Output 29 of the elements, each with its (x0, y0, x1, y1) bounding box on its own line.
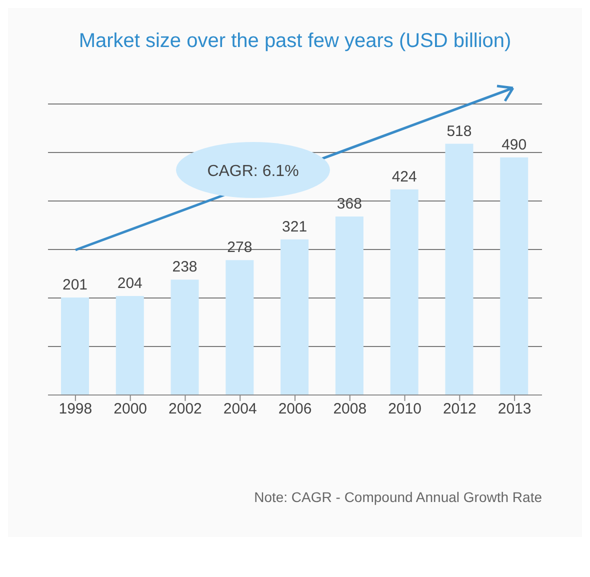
x-tick-label: 2002 (168, 400, 202, 418)
x-tick-label: 2000 (114, 400, 148, 418)
x-tick-label: 2010 (388, 400, 422, 418)
x-tick-label: 1998 (58, 400, 92, 418)
bar (280, 239, 309, 395)
bar (335, 216, 364, 395)
bar (500, 157, 528, 395)
data-label: 321 (282, 218, 308, 236)
data-label: 490 (502, 136, 527, 154)
text: Note: CAGR - Compound Annual Growth Rate (253, 488, 542, 507)
data-label: 201 (62, 276, 88, 294)
x-tick-label: 2008 (333, 400, 367, 418)
x-tick-label: 2006 (278, 400, 312, 418)
bar (226, 260, 254, 395)
x-tick-label: 2013 (498, 400, 532, 418)
data-label: 518 (446, 122, 472, 140)
bar (61, 298, 89, 395)
x-tick-label: 2004 (223, 400, 257, 418)
annotation: CAGR: 6.1% (207, 163, 299, 180)
ellipse-callout: CAGR: 6.1% (176, 142, 330, 198)
bar (390, 189, 418, 395)
chart-title: Market size over the past few years (USD billion) (78, 30, 512, 53)
x-tick-label: 2012 (442, 400, 476, 418)
data-label: 238 (172, 258, 198, 276)
bar (170, 280, 199, 395)
data-label: 424 (392, 168, 417, 186)
bar (116, 296, 144, 395)
data-label: 204 (117, 275, 142, 292)
bar (445, 144, 474, 395)
